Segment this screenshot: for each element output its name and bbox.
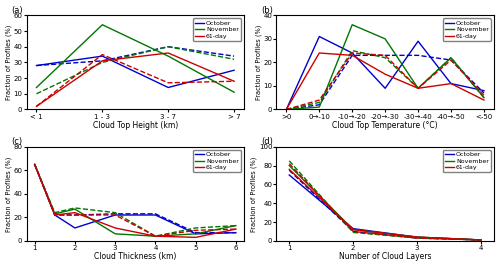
October (233, 231, 239, 234)
Line: November: November (290, 166, 481, 240)
November (152, 235, 158, 238)
November (34, 86, 40, 89)
Text: (d): (d) (262, 137, 273, 146)
November (481, 96, 487, 99)
61-day (481, 99, 487, 102)
November (415, 87, 421, 90)
61-day (192, 236, 198, 239)
November (286, 164, 292, 167)
October (350, 227, 356, 230)
X-axis label: Cloud Top Height (km): Cloud Top Height (km) (92, 121, 178, 130)
X-axis label: Number of Cloud Layers: Number of Cloud Layers (339, 252, 432, 261)
October (112, 213, 118, 217)
61-day (382, 73, 388, 76)
Text: (b): (b) (262, 6, 273, 15)
November (350, 228, 356, 231)
October (231, 69, 237, 72)
November (165, 54, 171, 58)
November (52, 212, 58, 215)
October (284, 108, 290, 111)
Line: October: October (36, 56, 234, 88)
Line: November: November (34, 164, 236, 236)
61-day (414, 235, 420, 239)
Y-axis label: Fraction of Profiles (%): Fraction of Profiles (%) (251, 156, 258, 231)
Line: 61-day: 61-day (290, 169, 481, 240)
October (349, 51, 355, 54)
November (414, 235, 420, 239)
October (192, 232, 198, 235)
61-day (231, 80, 237, 83)
November (316, 105, 322, 109)
Line: November: November (286, 25, 484, 109)
October (100, 54, 105, 58)
61-day (448, 82, 454, 85)
November (231, 91, 237, 94)
October (415, 40, 421, 43)
61-day (286, 168, 292, 171)
October (414, 235, 420, 239)
Line: 61-day: 61-day (34, 164, 236, 237)
November (192, 232, 198, 235)
Y-axis label: Fraction of Profiles (%): Fraction of Profiles (%) (256, 25, 262, 100)
Line: October: October (34, 164, 236, 234)
November (349, 23, 355, 26)
61-day (72, 211, 78, 214)
October (478, 238, 484, 242)
November (478, 238, 484, 242)
October (286, 173, 292, 176)
Legend: October, November, 61-day: October, November, 61-day (443, 18, 490, 41)
61-day (478, 238, 484, 242)
61-day (350, 228, 356, 231)
61-day (152, 235, 158, 238)
October (448, 82, 454, 85)
61-day (52, 213, 58, 217)
Line: 61-day: 61-day (286, 53, 484, 109)
October (34, 64, 40, 67)
Legend: October, November, 61-day: October, November, 61-day (443, 150, 490, 172)
November (100, 23, 105, 26)
Legend: October, November, 61-day: October, November, 61-day (193, 150, 241, 172)
61-day (284, 108, 290, 111)
61-day (233, 227, 239, 231)
November (448, 56, 454, 59)
Legend: October, November, 61-day: October, November, 61-day (193, 18, 241, 41)
61-day (34, 105, 40, 108)
61-day (316, 51, 322, 54)
Text: (c): (c) (12, 137, 22, 146)
November (112, 232, 118, 235)
October (316, 35, 322, 38)
Y-axis label: Fraction of Profiles (%): Fraction of Profiles (%) (6, 156, 12, 231)
November (382, 37, 388, 41)
Line: October: October (290, 175, 481, 240)
October (165, 86, 171, 89)
Line: November: November (36, 25, 234, 92)
October (152, 213, 158, 217)
November (32, 163, 38, 166)
October (72, 226, 78, 230)
X-axis label: Cloud Thickness (km): Cloud Thickness (km) (94, 252, 176, 261)
October (52, 213, 58, 217)
November (284, 108, 290, 111)
61-day (415, 87, 421, 90)
Text: (a): (a) (12, 6, 23, 15)
61-day (32, 163, 38, 166)
61-day (100, 59, 105, 62)
61-day (349, 54, 355, 57)
October (32, 163, 38, 166)
November (233, 224, 239, 227)
October (382, 87, 388, 90)
X-axis label: Cloud Top Temperature (°C): Cloud Top Temperature (°C) (332, 121, 438, 130)
November (72, 207, 78, 211)
61-day (165, 51, 171, 54)
61-day (112, 226, 118, 230)
Y-axis label: Fraction of Profiles (%): Fraction of Profiles (%) (6, 25, 12, 100)
Line: October: October (286, 37, 484, 109)
October (481, 89, 487, 92)
Line: 61-day: 61-day (36, 53, 234, 106)
